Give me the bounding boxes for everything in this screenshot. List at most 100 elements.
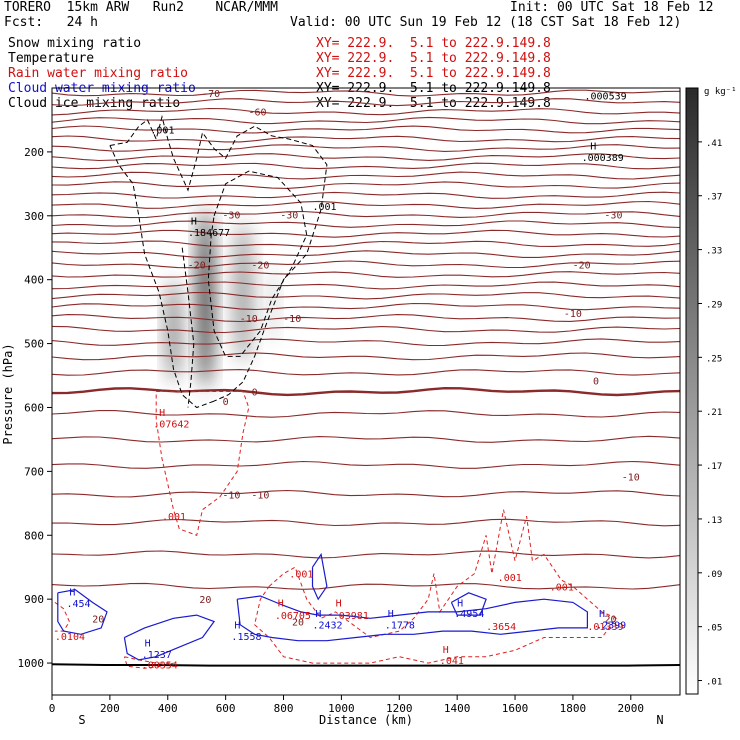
y-tick-label-4: 600 [24, 401, 44, 414]
isotherm-label-16: -10 [622, 472, 640, 483]
isotherm-34 [52, 550, 680, 559]
legend-snow-name: Snow mixing ratio [8, 36, 142, 51]
isotherm-33 [52, 518, 680, 527]
isotherm-label-8: -10 [240, 314, 258, 325]
cloud-ice-contours [109, 114, 328, 409]
colorbar-tick-label-1: .05 [706, 624, 722, 634]
x-tick-label-3: 600 [216, 702, 236, 715]
colorbar-tick-label-7: .29 [706, 300, 722, 310]
isotherm-22 [52, 302, 680, 311]
rain-contour-1 [54, 601, 70, 632]
isotherm-23 [52, 314, 680, 323]
max-label-24: .454 [66, 599, 90, 610]
isotherm-label-6: -20 [251, 260, 269, 271]
legend-snow-xy: XY= 222.9. 5.1 to 222.9.149.8 [316, 36, 551, 51]
colorbar-tick-label-2: .09 [706, 570, 722, 580]
isotherm-10 [52, 181, 680, 189]
max-label-3: .000389 [582, 153, 624, 164]
isotherm-label-18: 20 [292, 618, 304, 629]
legend-cloudice-name: Cloud ice mixing ratio [8, 96, 181, 111]
isotherm-label-15: -10 [251, 490, 269, 501]
x-tick-label-5: 1000 [328, 702, 355, 715]
max-label-30: .2432 [312, 621, 342, 632]
colorbar-tick-label-4: .17 [706, 462, 722, 472]
ice-contour-2 [181, 247, 195, 408]
max-label-4: .000539 [584, 92, 626, 103]
isotherm-7 [52, 153, 680, 162]
max-label-25: H [145, 639, 151, 650]
max-label-22: .01339 [587, 622, 623, 633]
isotherm-24 [52, 325, 680, 334]
max-label-17: .041 [440, 656, 464, 667]
isotherm-15 [52, 229, 680, 238]
forecast-hour: Fcst: 24 h [4, 15, 98, 30]
valid-time: Valid: 00 UTC Sun 19 Feb 12 (18 CST Sat … [290, 15, 682, 30]
max-label-14: .06705 [275, 611, 311, 622]
max-label-32: .1778 [385, 621, 415, 632]
isotherm-label-7: -20 [573, 260, 591, 271]
max-label-8: .07642 [153, 419, 189, 430]
x-tick-label-10: 2000 [618, 702, 645, 715]
isotherm-label-13: 0 [593, 377, 599, 388]
isotherm-5 [52, 135, 680, 143]
isotherm-26 [52, 352, 680, 361]
y-tick-label-5: 700 [24, 465, 44, 478]
isotherm-label-4: -30 [604, 211, 622, 222]
max-label-16: .03981 [333, 611, 369, 622]
max-label-5: .001 [150, 126, 174, 137]
max-label-0: H [191, 216, 197, 227]
colorbar-tick-label-0: .01 [706, 678, 722, 688]
cloudwater-contour-3 [311, 552, 328, 601]
max-label-7: H [159, 408, 165, 419]
colorbar [685, 87, 699, 695]
rain-contour-3 [123, 656, 174, 669]
isotherm-label-2: -30 [222, 211, 240, 222]
y-tick-label-3: 500 [24, 338, 44, 351]
snow-core-3 [266, 266, 278, 344]
max-label-26: .1237 [142, 650, 172, 661]
model-header: TORERO 15km ARW Run2 NCAR/MMM [4, 0, 278, 15]
isotherm-31 [52, 460, 680, 469]
isotherm-2 [52, 107, 680, 116]
isotherm-11 [52, 191, 680, 199]
cloudwater-contour-0 [57, 588, 108, 635]
isotherm-9 [52, 171, 680, 180]
y-tick-label-0: 200 [24, 146, 44, 159]
max-label-28: .1558 [231, 632, 261, 643]
isotherm-16 [52, 240, 680, 248]
isotherm-21 [52, 291, 680, 300]
max-label-1: .184677 [188, 228, 230, 239]
x-tick-label-8: 1600 [502, 702, 529, 715]
isotherm-label-9: -10 [283, 314, 301, 325]
y-axis-label: Pressure (hPa) [1, 343, 15, 444]
y-tick-label-1: 300 [24, 210, 44, 223]
isotherm-25 [52, 338, 680, 347]
y-tick-label-7: 900 [24, 593, 44, 606]
max-label-36: .2399 [596, 621, 626, 632]
cloud-water-contours [57, 552, 588, 661]
legend-rain-xy: XY= 222.9. 5.1 to 222.9.149.8 [316, 66, 551, 81]
isotherm-label-12: 0 [252, 388, 258, 399]
max-label-20: .00354 [142, 660, 178, 671]
ice-contour-0 [109, 114, 328, 402]
max-label-2: H [590, 142, 596, 153]
max-label-34: .4954 [454, 609, 484, 620]
isotherm-1 [52, 98, 680, 107]
rain-contours [54, 391, 618, 669]
legend-temperature-name: Temperature [8, 51, 95, 66]
isotherm-19 [52, 271, 680, 278]
isotherm-32 [52, 489, 680, 498]
rain-contour-0 [155, 391, 250, 536]
terrain-surface [52, 663, 680, 667]
cloudwater-contour-1 [123, 614, 216, 661]
y-tick-label-2: 400 [24, 274, 44, 287]
snow-core-2 [232, 222, 254, 363]
isotherm-35 [52, 582, 680, 590]
plot-frame [51, 87, 681, 696]
isotherm-label-5: -20 [188, 260, 206, 271]
max-label-9: .001 [162, 512, 186, 523]
x-tick-label-9: 1800 [560, 702, 587, 715]
rain-contour-2 [254, 509, 618, 664]
max-label-27: H [234, 621, 240, 632]
isotherm-label-14: -10 [222, 490, 240, 501]
